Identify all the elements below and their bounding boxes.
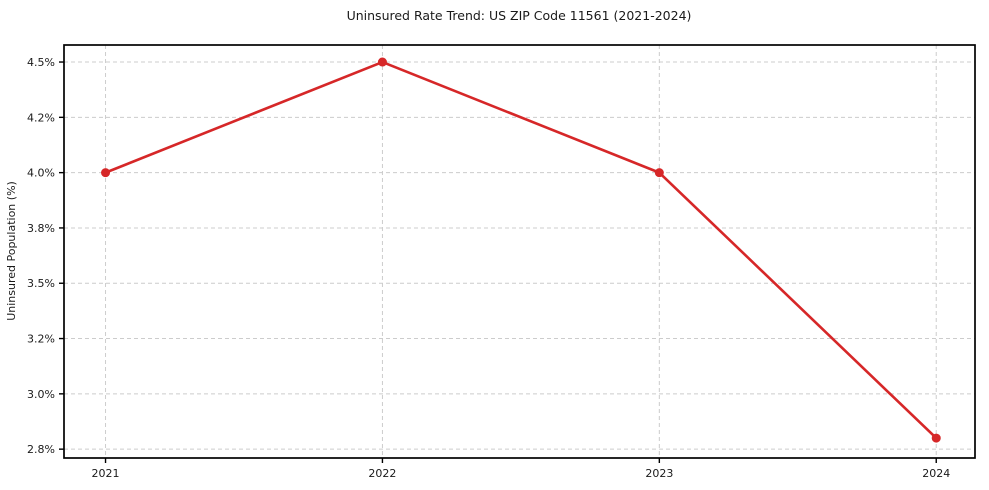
data-point-marker	[377, 57, 387, 67]
trend-line	[104, 60, 938, 440]
gridlines	[64, 45, 975, 458]
chart-title: Uninsured Rate Trend: US ZIP Code 11561 …	[347, 8, 692, 23]
y-tick-label: 4.5%	[27, 56, 55, 69]
x-tick-label: 2021	[92, 467, 120, 480]
data-series	[101, 57, 941, 443]
axis-tick-marks	[59, 61, 937, 463]
y-axis-label: Uninsured Population (%)	[5, 181, 18, 321]
plot-border	[63, 44, 976, 459]
x-tick-label: 2023	[645, 467, 673, 480]
y-tick-label: 3.8%	[27, 222, 55, 235]
x-tick-label: 2024	[922, 467, 950, 480]
data-point-marker	[101, 168, 111, 178]
data-point-marker	[654, 168, 664, 178]
x-tick-label: 2022	[368, 467, 396, 480]
y-tick-label: 3.2%	[27, 333, 55, 346]
y-tick-label: 4.2%	[27, 111, 55, 124]
data-point-marker	[931, 433, 941, 443]
y-tick-label: 3.5%	[27, 277, 55, 290]
y-tick-label: 2.8%	[27, 443, 55, 456]
y-tick-label: 3.0%	[27, 388, 55, 401]
y-tick-label: 4.0%	[27, 167, 55, 180]
axis-tick-labels: 2.8% 3.0% 3.2% 3.5% 3.8% 4.0% 4.2% 4.5% 2021 2022…	[27, 56, 950, 480]
